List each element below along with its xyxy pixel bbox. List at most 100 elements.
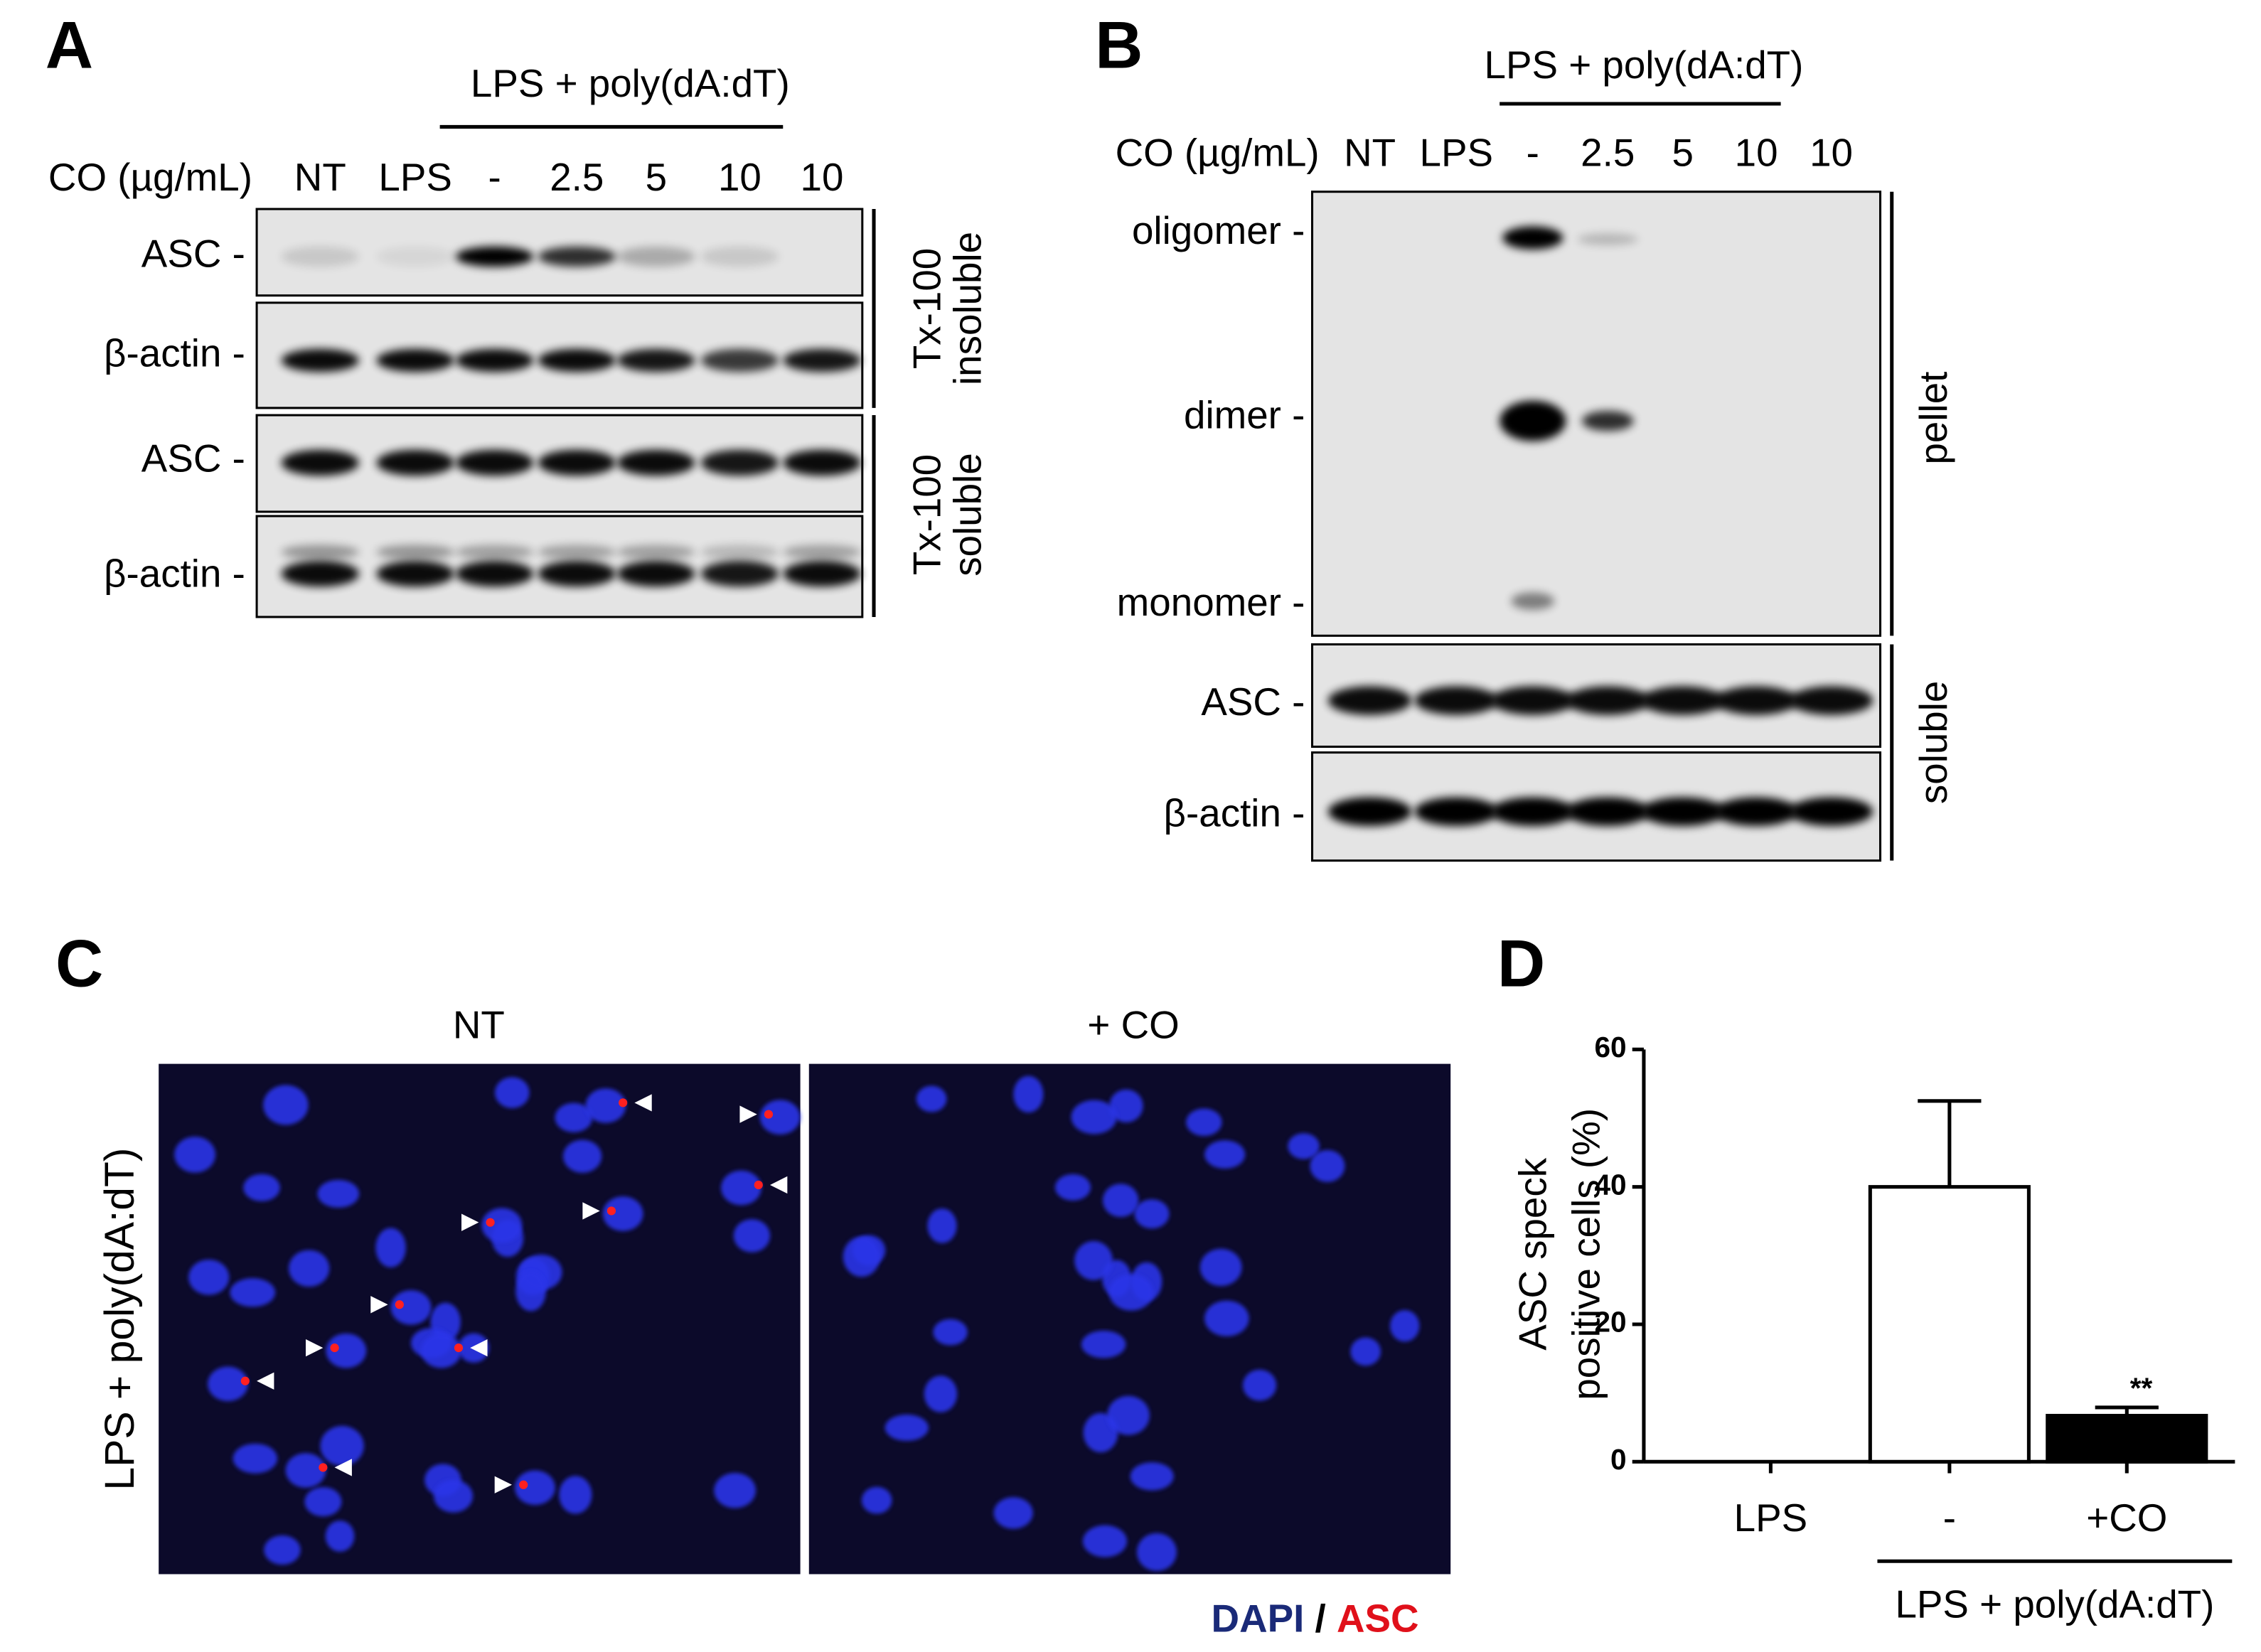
band (538, 246, 616, 267)
band (455, 560, 534, 587)
cell (208, 1366, 248, 1402)
arrowhead (470, 1339, 488, 1357)
speck (330, 1343, 339, 1353)
speck (395, 1300, 404, 1309)
band (1414, 686, 1499, 715)
panel-label: B (1095, 9, 1143, 82)
speck (519, 1480, 528, 1489)
cell (495, 1077, 530, 1108)
treatment: LPS + poly(dA:dT) (1485, 43, 1804, 87)
band (281, 545, 360, 559)
band (376, 545, 454, 559)
cell (1071, 1100, 1117, 1135)
band (1577, 233, 1638, 245)
cell (759, 1100, 801, 1135)
arrowhead (634, 1094, 652, 1112)
arrowhead (770, 1176, 788, 1194)
speck (764, 1110, 774, 1119)
lane-label: NT (1344, 130, 1396, 174)
band (455, 449, 534, 476)
band (700, 545, 779, 559)
cell (325, 1520, 355, 1552)
arrowhead (461, 1213, 479, 1231)
cell (1310, 1149, 1345, 1182)
group-label: insoluble (945, 232, 989, 385)
band (1714, 686, 1798, 715)
lane-label: 2.5 (550, 155, 604, 199)
row-label: dimer - (1184, 393, 1305, 437)
band (783, 449, 861, 476)
cell (1074, 1240, 1113, 1280)
panel-label: C (55, 926, 103, 1000)
row-label: ASC - (141, 436, 245, 480)
cell (1288, 1133, 1320, 1159)
group-label: LPS + poly(dA:dT) (1895, 1582, 2214, 1626)
group-label: soluble (1911, 681, 1955, 805)
cell (602, 1196, 643, 1231)
speck (454, 1343, 464, 1353)
cell (843, 1236, 880, 1277)
group-label: soluble (945, 453, 989, 576)
cell (230, 1278, 276, 1307)
cell (174, 1136, 216, 1173)
lane-label: - (488, 155, 501, 199)
band (538, 560, 616, 587)
band (617, 348, 695, 372)
band (1490, 797, 1575, 826)
cell (714, 1472, 756, 1508)
speck (319, 1463, 328, 1472)
treatment: LPS + poly(dA:dT) (471, 61, 790, 105)
x-tick-label: LPS (1734, 1496, 1808, 1540)
lane-label: NT (294, 155, 346, 199)
cells (174, 1076, 1420, 1572)
lane-label: 10 (1810, 130, 1853, 174)
cell (285, 1453, 326, 1488)
cell (375, 1228, 406, 1267)
cell (721, 1170, 761, 1206)
cell (317, 1179, 360, 1208)
cell (733, 1219, 771, 1253)
lane-label: LPS (378, 155, 452, 199)
lane-label: 5 (646, 155, 667, 199)
band (455, 545, 534, 559)
band (783, 560, 861, 587)
band (281, 560, 360, 587)
x-tick-label: - (1943, 1496, 1956, 1540)
cell (1350, 1337, 1381, 1366)
band (1640, 797, 1725, 826)
cell (1082, 1525, 1128, 1557)
lane-label: 10 (801, 155, 844, 199)
band (455, 348, 534, 372)
band (700, 246, 779, 267)
band (1566, 797, 1650, 826)
band (617, 246, 695, 267)
band (376, 449, 454, 476)
band (1327, 797, 1412, 826)
cell (916, 1085, 947, 1112)
speck (606, 1206, 616, 1216)
y-axis-label: ASC speck (1510, 1157, 1554, 1350)
cell (563, 1139, 602, 1173)
stain-legend: DAPI / ASC (1212, 1597, 1419, 1641)
cell (515, 1270, 546, 1312)
row-label: monomer - (1117, 580, 1305, 624)
cell (884, 1414, 929, 1442)
row-label: LPS + poly(dA:dT) (97, 1148, 143, 1491)
lane-label: 2.5 (1581, 130, 1635, 174)
cell (1204, 1300, 1249, 1336)
column-label: + CO (1087, 1002, 1179, 1046)
cell (263, 1085, 309, 1125)
cell (320, 1425, 364, 1466)
y-tick-label: 60 (1594, 1031, 1626, 1063)
cell (1054, 1174, 1091, 1201)
band (281, 449, 360, 476)
speck (754, 1180, 763, 1190)
arrowhead (257, 1372, 274, 1390)
column-label: NT (453, 1002, 505, 1046)
cell (555, 1103, 593, 1132)
band (538, 545, 616, 559)
lane-label: LPS (1420, 130, 1494, 174)
cell (188, 1260, 230, 1295)
band (281, 348, 360, 372)
